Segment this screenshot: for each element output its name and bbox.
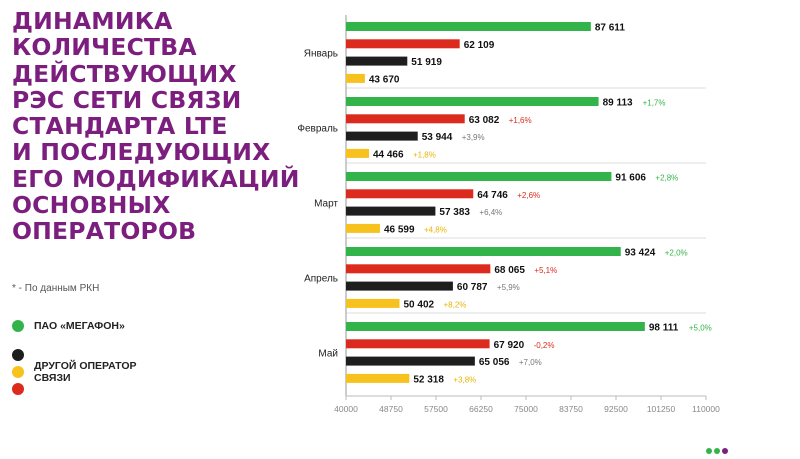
bar (346, 264, 491, 274)
bar-value-label: 43 670 (369, 74, 400, 85)
bar (346, 172, 612, 181)
bar (346, 373, 410, 383)
bar-change-label: +1,6% (509, 116, 532, 125)
title-line: ДЕЙСТВУЮЩИХ (12, 59, 237, 88)
bar (346, 356, 475, 366)
bar-change-label: +4,8% (424, 225, 447, 234)
bar (346, 148, 369, 158)
bar-value-label: 65 056 (479, 357, 510, 368)
bar-value-label: 44 466 (373, 149, 404, 160)
bar-change-label: +3,8% (453, 375, 476, 384)
bar-change-label: +7,0% (519, 358, 542, 367)
legend: ПАО «МЕГАФОН» ДРУГОЙ ОПЕРАТОР СВЯЗИ (12, 0, 212, 450)
bar-value-label: 53 944 (422, 132, 453, 143)
bar (346, 247, 621, 256)
bar-change-label: +1,7% (643, 99, 666, 108)
bar (346, 56, 408, 66)
legend-dot-red (12, 383, 24, 395)
bar (346, 206, 436, 216)
source-note: * - По данным РКН (12, 283, 100, 294)
bar (346, 281, 453, 291)
bar-value-label: 91 606 (615, 173, 646, 184)
bar (346, 73, 365, 83)
bar-value-label: 87 611 (595, 23, 625, 34)
bar-value-label: 64 746 (477, 190, 508, 201)
x-tick-label: 48750 (379, 404, 403, 414)
title-line: КОЛИЧЕСТВА (12, 33, 197, 62)
x-tick-label: 57500 (424, 404, 448, 414)
x-tick-label: 92500 (604, 404, 628, 414)
title-line: СТАНДАРТА LTE (12, 112, 228, 141)
x-tick-label: 110000 (692, 404, 720, 414)
bar-change-label: -0,2% (534, 341, 555, 350)
bar-value-label: 93 424 (625, 248, 656, 259)
bar-value-label: 60 787 (457, 282, 488, 293)
bar (346, 339, 490, 349)
bar-value-label: 62 109 (464, 40, 495, 51)
bar (346, 189, 474, 199)
bar-change-label: +2,8% (655, 174, 678, 183)
bar-value-label: 50 402 (403, 299, 434, 310)
category-label: Май (318, 348, 338, 359)
bar (346, 131, 418, 141)
page-dot (706, 448, 712, 454)
bar-value-label: 89 113 (603, 98, 633, 109)
category-label: Февраль (297, 123, 338, 134)
bar-change-label: +6,4% (479, 208, 502, 217)
bar (346, 97, 599, 106)
bar-change-label: +8,2% (443, 300, 466, 309)
x-tick-label: 101250 (647, 404, 676, 414)
legend-dot-megafon (12, 320, 24, 332)
bar (346, 298, 400, 308)
bar-value-label: 67 920 (494, 340, 525, 351)
x-tick-label: 66250 (469, 404, 493, 414)
legend-label-other: ДРУГОЙ ОПЕРАТОР СВЯЗИ (34, 360, 137, 384)
title-line: РЭС СЕТИ СВЯЗИ (12, 85, 242, 114)
bar (346, 39, 460, 49)
chart-title: ДИНАМИКА КОЛИЧЕСТВА ДЕЙСТВУЮЩИХ РЭС СЕТИ… (12, 8, 312, 245)
bar-change-label: +5,1% (534, 266, 557, 275)
bar-change-label: +2,0% (665, 249, 688, 258)
x-tick-label: 75000 (514, 404, 538, 414)
title-line: ЕГО МОДИФИКАЦИЙ (12, 164, 300, 193)
legend-dot-black (12, 349, 24, 361)
title-line: ОПЕРАТОРОВ (12, 217, 197, 246)
page-dot (714, 448, 720, 454)
title-line: ОСНОВНЫХ (12, 191, 171, 220)
bar (346, 22, 591, 31)
bar (346, 114, 465, 124)
bar-change-label: +1,8% (413, 150, 436, 159)
bar-change-label: +5,0% (689, 324, 712, 333)
bar-value-label: 51 919 (411, 57, 442, 68)
bar-change-label: +3,9% (462, 133, 485, 142)
x-tick-label: 40000 (334, 404, 358, 414)
x-tick-label: 83750 (559, 404, 583, 414)
bar-value-label: 57 383 (439, 207, 470, 218)
bar-change-label: +5,9% (497, 283, 520, 292)
bar (346, 223, 380, 233)
legend-dot-yellow (12, 366, 24, 378)
page-dot (722, 448, 728, 454)
legend-label-megafon: ПАО «МЕГАФОН» (34, 320, 125, 332)
category-label: Январь (304, 48, 338, 59)
pagination-dots (706, 441, 730, 459)
bar-change-label: +2,6% (517, 191, 540, 200)
bar (346, 322, 645, 331)
bar-value-label: 68 065 (494, 265, 525, 276)
category-label: Март (314, 198, 338, 209)
category-label: Апрель (304, 273, 338, 284)
title-line: ДИНАМИКА (12, 7, 173, 35)
title-line: И ПОСЛЕДУЮЩИХ (12, 138, 271, 167)
bar-value-label: 52 318 (413, 374, 444, 385)
bar-value-label: 98 111 (649, 323, 679, 334)
bar-value-label: 46 599 (384, 224, 415, 235)
bar-value-label: 63 082 (469, 115, 500, 126)
